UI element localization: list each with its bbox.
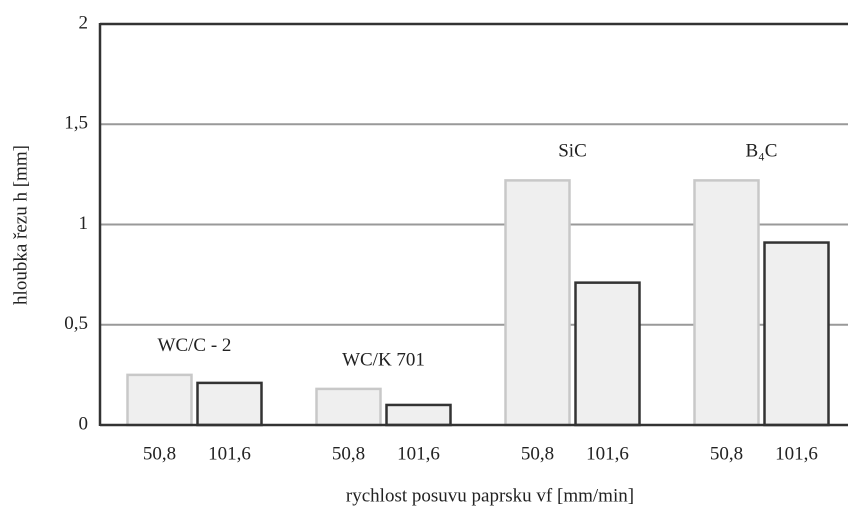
bar [385,403,452,427]
category-label: WC/C - 2 [158,335,232,356]
y-tick-label: 0,5 [64,313,88,334]
x-tick-label: 50,8 [521,443,554,464]
bar [196,381,263,427]
bar [504,179,571,427]
x-tick-label: 101,6 [775,443,818,464]
category-label: SiC [558,141,587,162]
category-label: WC/K 701 [342,349,425,370]
bar [763,241,830,427]
x-tick-label: 101,6 [586,443,629,464]
y-tick-label: 1 [79,213,89,234]
y-axis-title: hloubka řezu h [mm] [10,145,31,305]
x-tick-label: 50,8 [332,443,365,464]
category-label: B₄C [746,141,778,162]
bar [574,281,641,427]
y-tick-label: 1,5 [64,113,88,134]
y-tick-label: 2 [79,12,89,33]
bar [693,179,760,427]
x-axis-title: rychlost posuvu paprsku vf [mm/min] [346,485,634,506]
x-tick-label: 50,8 [710,443,743,464]
bar [315,387,382,427]
x-tick-label: 101,6 [208,443,251,464]
x-tick-label: 50,8 [143,443,176,464]
bar [126,373,193,427]
y-tick-label: 0 [79,413,89,434]
x-tick-label: 101,6 [397,443,440,464]
